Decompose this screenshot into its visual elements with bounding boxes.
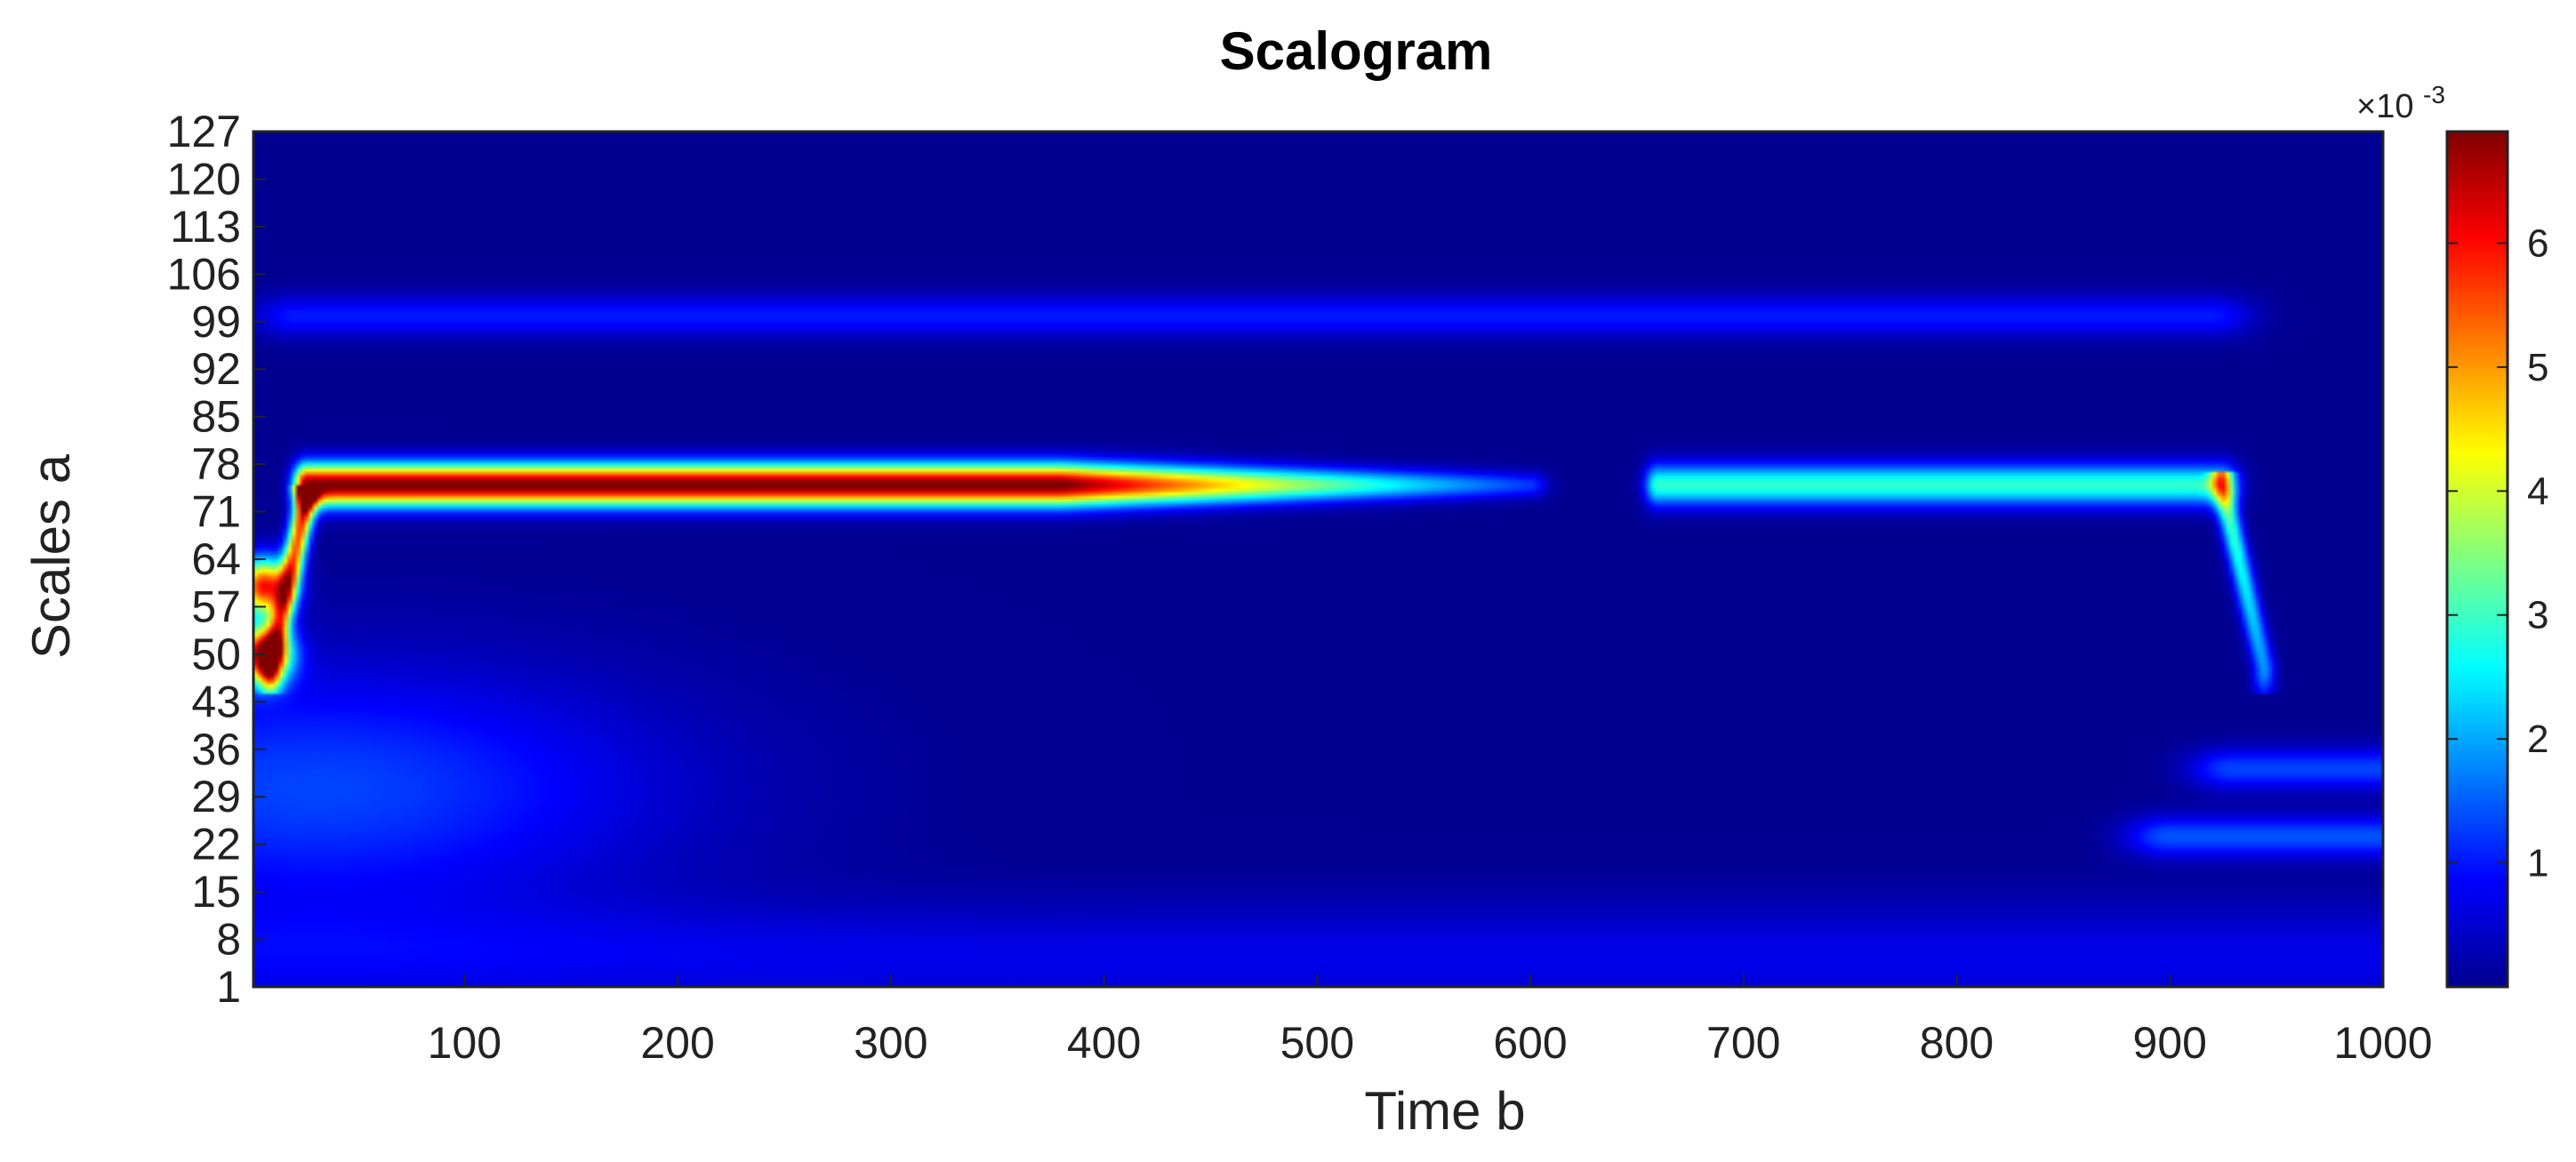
colorbar-gradient: [2447, 132, 2508, 987]
y-tick-label: 78: [191, 439, 241, 489]
x-tick-label: 100: [428, 1018, 502, 1068]
x-tick-label: 300: [854, 1018, 927, 1068]
colorbar-exponent-base: ×10: [2356, 88, 2413, 125]
x-tick-label: 700: [1706, 1018, 1780, 1068]
colorbar-tick-label: 5: [2527, 346, 2548, 389]
colorbar-exponent: ×10 -3: [2356, 81, 2445, 125]
x-axis-ticks: 100 200 300 400 500 600 700 800 900 1000: [428, 974, 2433, 1068]
plot-area: [253, 132, 2383, 987]
y-tick-label: 71: [191, 487, 241, 537]
x-tick-label: 200: [640, 1018, 714, 1068]
y-tick-label: 57: [191, 581, 241, 631]
y-tick-label: 64: [191, 534, 241, 584]
colorbar-tick-label: 2: [2527, 717, 2548, 761]
y-tick-label: 106: [167, 249, 241, 299]
y-tick-label: 92: [191, 344, 241, 394]
y-tick-label: 50: [191, 629, 241, 679]
y-tick-label: 36: [191, 725, 241, 774]
y-axis-label: Scales a: [21, 453, 81, 659]
colorbar: 1 2 3 4 5 6 ×10 -3: [2356, 81, 2548, 987]
x-tick-label: 900: [2133, 1018, 2207, 1068]
y-tick-label: 22: [191, 820, 241, 869]
y-tick-label: 120: [167, 154, 241, 204]
y-tick-label: 99: [191, 297, 241, 347]
y-tick-label: 127: [167, 107, 241, 156]
x-tick-label: 800: [1920, 1018, 1994, 1068]
colorbar-tick-label: 3: [2527, 594, 2548, 637]
x-tick-label: 1000: [2333, 1018, 2432, 1068]
x-tick-label: 400: [1067, 1018, 1141, 1068]
y-tick-label: 113: [170, 202, 241, 252]
y-tick-label: 8: [216, 915, 241, 965]
x-tick-label: 500: [1280, 1018, 1354, 1068]
y-tick-label: 29: [191, 772, 241, 821]
colorbar-tick-label: 6: [2527, 221, 2548, 265]
y-tick-label: 15: [191, 867, 241, 917]
heatmap-image: [253, 132, 2383, 987]
y-tick-label: 1: [216, 962, 241, 1012]
colorbar-tick-label: 4: [2527, 469, 2548, 513]
colorbar-tick-label: 1: [2527, 842, 2548, 886]
x-tick-label: 600: [1493, 1018, 1567, 1068]
chart-title: Scalogram: [1220, 21, 1493, 81]
y-tick-label: 43: [191, 677, 241, 726]
colorbar-exponent-power: -3: [2423, 81, 2445, 108]
y-tick-label: 85: [191, 392, 241, 442]
x-axis-label: Time b: [1364, 1081, 1525, 1141]
